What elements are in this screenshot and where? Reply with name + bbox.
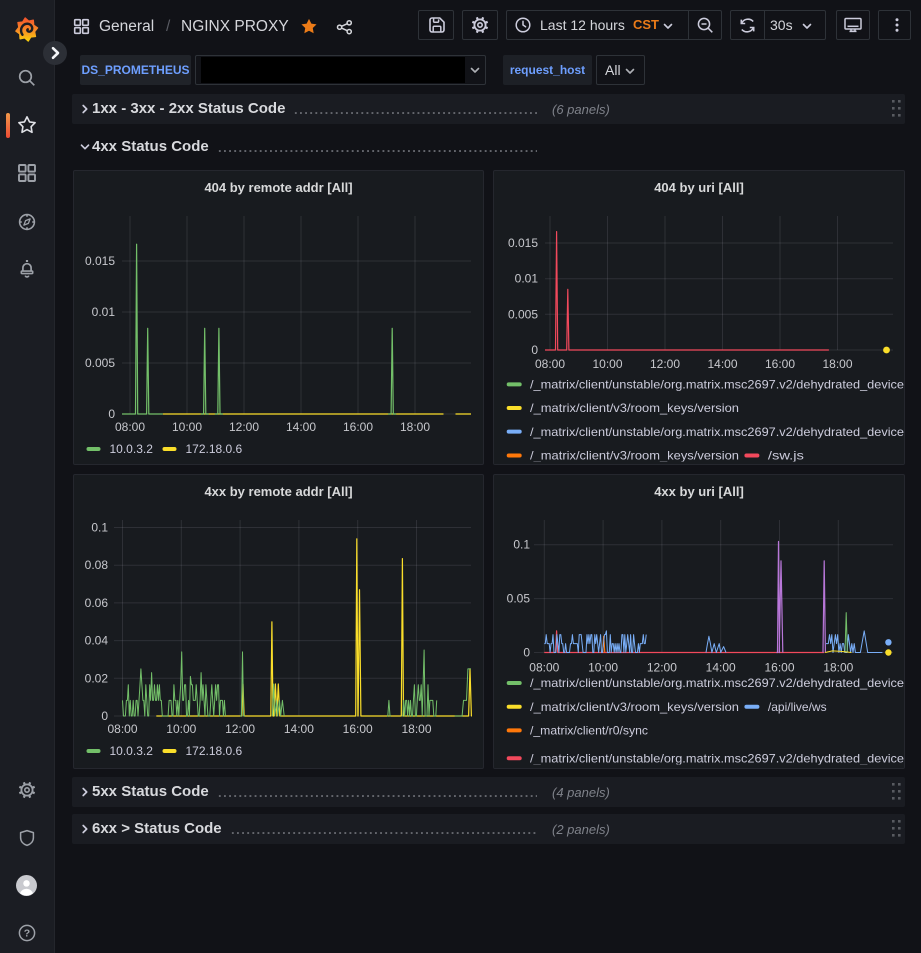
svg-text:10.0.3.2: 10.0.3.2 — [110, 442, 154, 456]
svg-text:16:00: 16:00 — [764, 661, 794, 675]
svg-text:14:00: 14:00 — [706, 661, 736, 675]
svg-text:0.015: 0.015 — [508, 236, 538, 250]
svg-text:0.1: 0.1 — [513, 538, 530, 552]
svg-text:10:00: 10:00 — [166, 722, 196, 736]
svg-text:/_matrix/client/v3/room_keys/v: /_matrix/client/v3/room_keys/version — [530, 700, 739, 714]
svg-text:0.1: 0.1 — [91, 521, 108, 535]
svg-text:/api/live/ws: /api/live/ws — [768, 700, 827, 714]
svg-text:12:00: 12:00 — [229, 420, 259, 434]
svg-text:172.18.0.6: 172.18.0.6 — [186, 442, 243, 456]
svg-text:14:00: 14:00 — [286, 420, 316, 434]
svg-text:12:00: 12:00 — [650, 357, 680, 371]
svg-text:0.015: 0.015 — [85, 254, 115, 268]
svg-text:10.0.3.2: 10.0.3.2 — [110, 744, 154, 758]
svg-text:0.01: 0.01 — [515, 272, 539, 286]
svg-text:12:00: 12:00 — [647, 661, 677, 675]
svg-text:172.18.0.6: 172.18.0.6 — [186, 744, 243, 758]
svg-text:?: ? — [24, 928, 30, 940]
svg-text:12:00: 12:00 — [225, 722, 255, 736]
svg-text:08:00: 08:00 — [115, 420, 145, 434]
svg-text:10:00: 10:00 — [172, 420, 202, 434]
svg-text:/_matrix/client/unstable/org.m: /_matrix/client/unstable/org.matrix.msc2… — [530, 425, 904, 439]
svg-text:0: 0 — [523, 646, 530, 660]
svg-text:0.005: 0.005 — [85, 356, 115, 370]
svg-text:10:00: 10:00 — [588, 661, 618, 675]
svg-text:0: 0 — [101, 709, 108, 723]
svg-text:18:00: 18:00 — [823, 661, 853, 675]
svg-text:0: 0 — [108, 407, 115, 421]
svg-text:18:00: 18:00 — [822, 357, 852, 371]
svg-text:14:00: 14:00 — [707, 357, 737, 371]
svg-text:0.08: 0.08 — [85, 558, 109, 572]
svg-text:18:00: 18:00 — [401, 722, 431, 736]
svg-text:0.02: 0.02 — [85, 671, 109, 685]
svg-text:08:00: 08:00 — [535, 357, 565, 371]
svg-text:14:00: 14:00 — [284, 722, 314, 736]
svg-text:16:00: 16:00 — [343, 420, 373, 434]
svg-text:/_matrix/client/unstable/org.m: /_matrix/client/unstable/org.matrix.msc2… — [530, 751, 904, 765]
svg-text:16:00: 16:00 — [765, 357, 795, 371]
svg-text:0.005: 0.005 — [508, 307, 538, 321]
svg-text:0.05: 0.05 — [507, 592, 531, 606]
svg-text:/sw.js: /sw.js — [768, 449, 804, 463]
svg-text:16:00: 16:00 — [343, 722, 373, 736]
svg-text:0.06: 0.06 — [85, 596, 109, 610]
svg-text:/_matrix/client/r0/sync: /_matrix/client/r0/sync — [530, 724, 648, 738]
svg-text:10:00: 10:00 — [592, 357, 622, 371]
svg-text:/_matrix/client/unstable/org.m: /_matrix/client/unstable/org.matrix.msc2… — [530, 378, 904, 392]
svg-text:18:00: 18:00 — [400, 420, 430, 434]
svg-text:0.01: 0.01 — [92, 305, 116, 319]
svg-text:08:00: 08:00 — [107, 722, 137, 736]
svg-text:/_matrix/client/v3/room_keys/v: /_matrix/client/v3/room_keys/version — [530, 449, 739, 463]
svg-text:0: 0 — [531, 343, 538, 357]
svg-text:08:00: 08:00 — [529, 661, 559, 675]
svg-text:0.04: 0.04 — [85, 634, 109, 648]
svg-text:/_matrix/client/unstable/org.m: /_matrix/client/unstable/org.matrix.msc2… — [530, 676, 904, 690]
svg-text:/_matrix/client/v3/room_keys/v: /_matrix/client/v3/room_keys/version — [530, 401, 739, 415]
